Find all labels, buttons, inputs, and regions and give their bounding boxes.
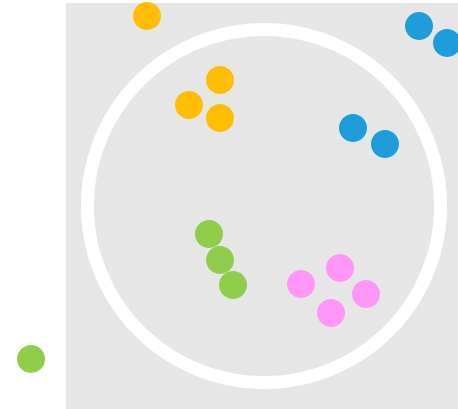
- target-ring: [81, 23, 447, 389]
- green-ball-3[interactable]: [219, 271, 247, 299]
- pink-ball-4[interactable]: [317, 299, 345, 327]
- green-ball-2[interactable]: [206, 246, 234, 274]
- yellow-ball-2[interactable]: [206, 66, 234, 94]
- yellow-ball-4[interactable]: [206, 104, 234, 132]
- yellow-ball-1[interactable]: [133, 2, 161, 30]
- green-ball-4[interactable]: [17, 345, 45, 373]
- green-ball-1[interactable]: [195, 220, 223, 248]
- pink-ball-1[interactable]: [326, 254, 354, 282]
- blue-ball-2[interactable]: [433, 29, 458, 57]
- blue-ball-4[interactable]: [371, 130, 399, 158]
- yellow-ball-3[interactable]: [175, 91, 203, 119]
- blue-ball-3[interactable]: [339, 114, 367, 142]
- blue-ball-1[interactable]: [405, 12, 433, 40]
- pink-ball-2[interactable]: [287, 270, 315, 298]
- pink-ball-3[interactable]: [352, 280, 380, 308]
